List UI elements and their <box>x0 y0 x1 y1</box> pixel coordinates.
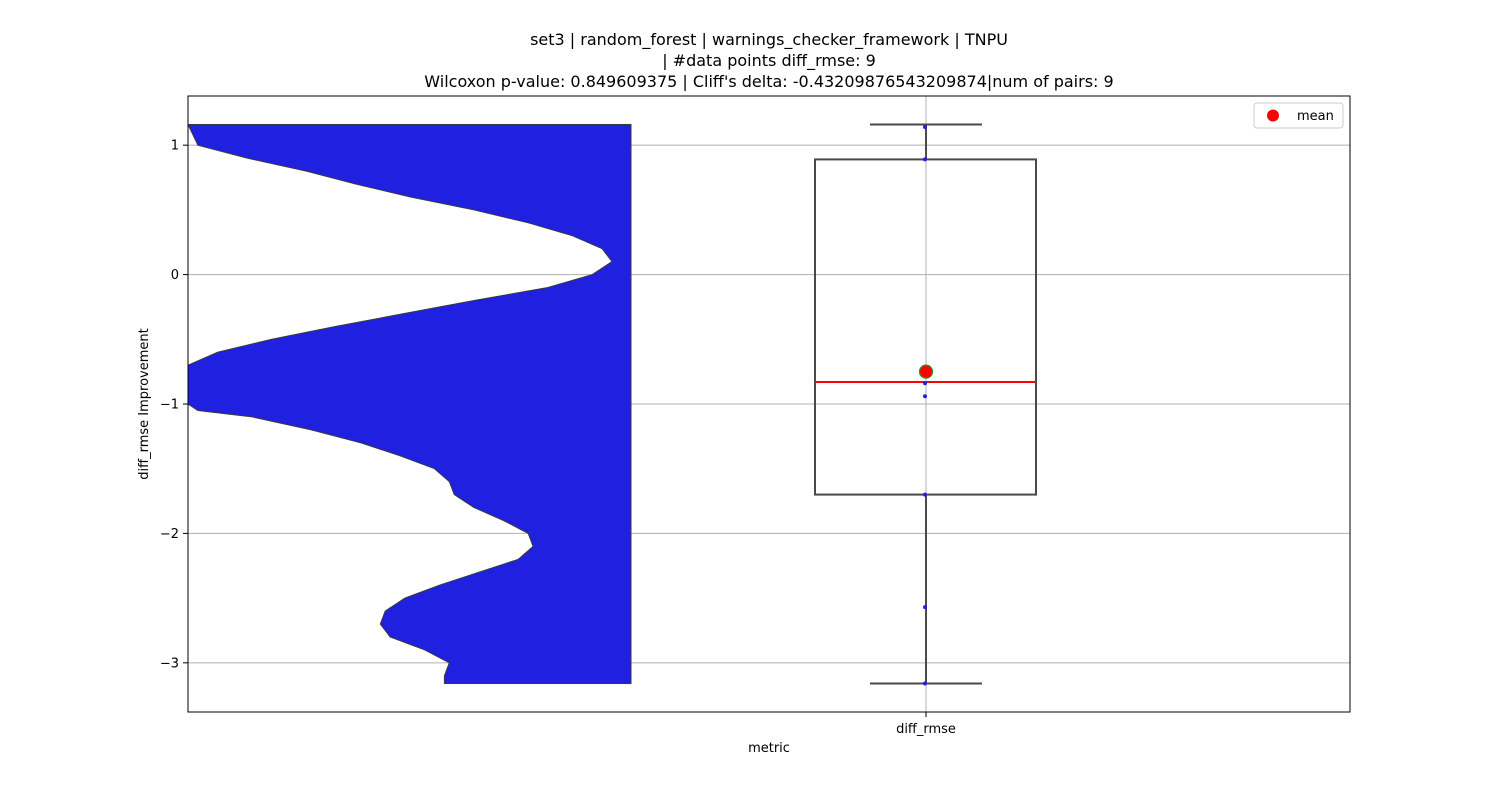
legend: mean <box>1253 102 1344 129</box>
chart-title-line-2: | #data points diff_rmse: 9 <box>662 51 876 70</box>
y-tick-label-4: −3 <box>160 656 179 671</box>
x-axis-label: metric <box>748 741 790 756</box>
data-point-1 <box>923 157 927 162</box>
chart-title-line-1: set3 | random_forest | warnings_checker_… <box>530 30 1008 49</box>
x-tick-label-0: diff_rmse <box>896 722 956 737</box>
data-point-0 <box>923 125 927 130</box>
y-tick-label-0: 1 <box>171 139 179 154</box>
y-axis-ticks: 1 0 −1 −2 −3 <box>160 139 188 671</box>
data-point-5 <box>923 605 927 610</box>
data-point-6 <box>923 681 927 686</box>
violin-shape <box>187 123 632 685</box>
legend-label-mean: mean <box>1297 109 1334 124</box>
x-axis-ticks: diff_rmse <box>896 712 956 737</box>
y-axis-label: diff_rmse Improvement <box>137 328 152 479</box>
y-tick-label-2: −1 <box>160 398 179 413</box>
data-point-3 <box>923 394 927 399</box>
data-point-4 <box>923 492 927 497</box>
chart-title-line-3: Wilcoxon p-value: 0.849609375 | Cliff's … <box>424 72 1114 91</box>
mean-marker <box>918 364 934 379</box>
legend-mean-marker <box>1267 109 1279 122</box>
legend-box <box>1253 102 1344 129</box>
y-tick-label-1: 0 <box>171 268 179 283</box>
data-point-2 <box>923 381 927 386</box>
y-tick-label-3: −2 <box>160 527 179 542</box>
data-points <box>918 125 934 686</box>
